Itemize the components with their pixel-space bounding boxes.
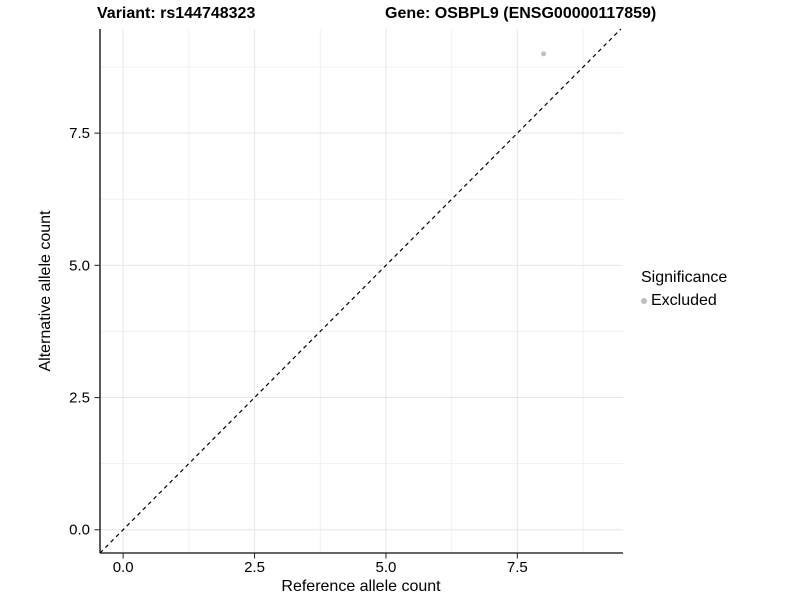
identity-reference-line xyxy=(99,28,622,554)
plot-title-gene: Gene: OSBPL9 (ENSG00000117859) xyxy=(385,5,657,22)
x-tick-label: 2.5 xyxy=(244,559,265,576)
legend-item-label: Excluded xyxy=(651,292,717,309)
legend-dot-icon xyxy=(641,298,647,304)
y-tick-label: 0.0 xyxy=(69,522,90,539)
x-tick-label: 5.0 xyxy=(376,559,397,576)
y-tick-label: 5.0 xyxy=(69,257,90,274)
legend-title: Significance xyxy=(641,269,728,286)
y-axis-title: Alternative allele count xyxy=(37,210,54,372)
x-axis-title: Reference allele count xyxy=(281,578,441,595)
plot-title-variant: Variant: rs144748323 xyxy=(97,5,256,22)
y-tick-label: 7.5 xyxy=(69,125,90,142)
x-tick-label: 7.5 xyxy=(507,559,528,576)
data-point-excluded xyxy=(541,51,547,57)
legend: Significance Excluded xyxy=(641,268,727,311)
x-tick-label: 0.0 xyxy=(113,559,134,576)
legend-item-excluded: Excluded xyxy=(641,291,727,311)
y-tick-label: 2.5 xyxy=(69,390,90,407)
